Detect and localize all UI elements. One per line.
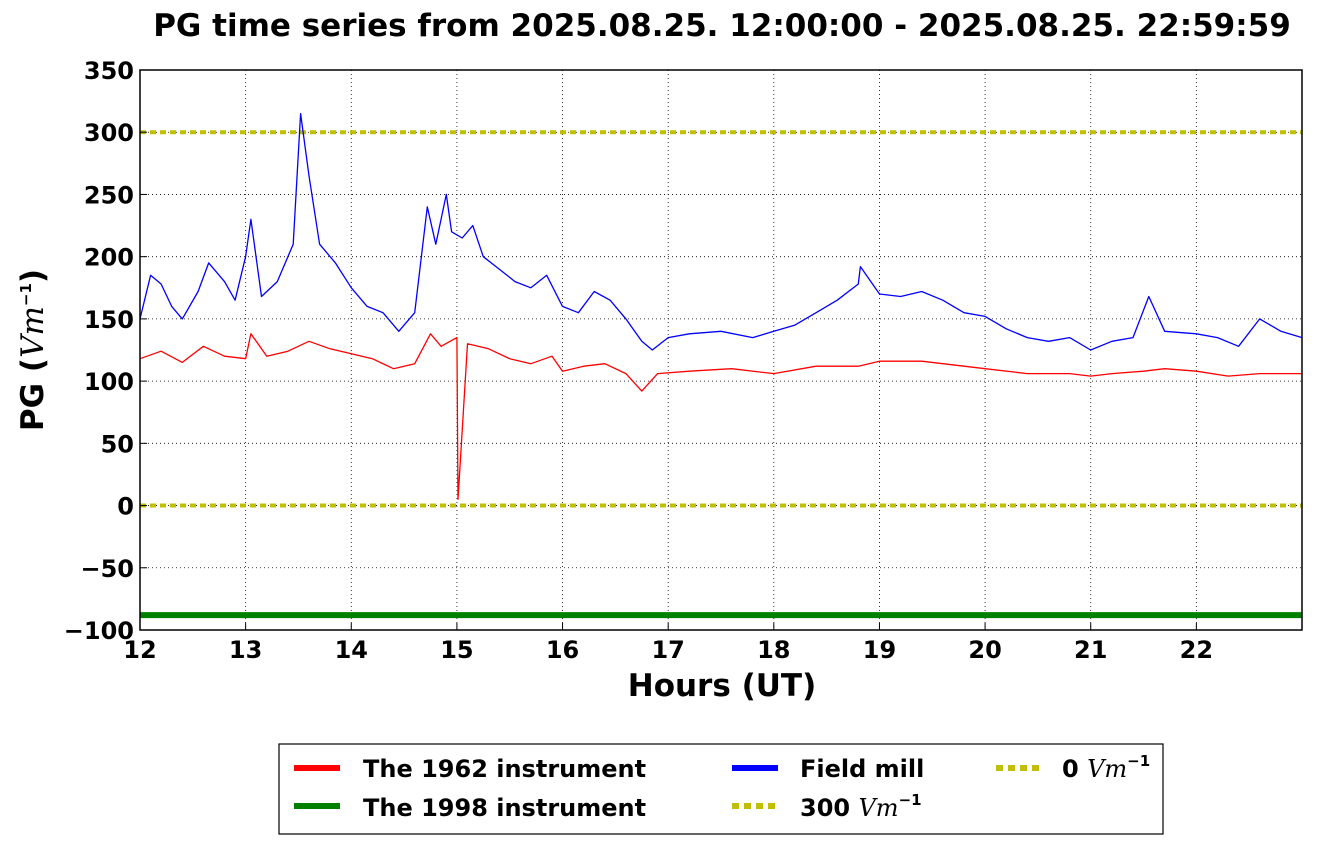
legend-label-field-mill: Field mill (800, 755, 924, 783)
x-tick-label: 13 (229, 636, 262, 664)
y-axis-label: PG (Vm−1) (15, 269, 51, 431)
y-tick-label: 0 (117, 493, 134, 521)
x-tick-label: 12 (123, 636, 156, 664)
legend-box (278, 743, 1164, 835)
chart-title: PG time series from 2025.08.25. 12:00:00… (153, 8, 1291, 44)
series-line-1 (139, 333, 1302, 500)
x-tick-label: 20 (968, 636, 1001, 664)
x-tick-label: 18 (757, 636, 790, 664)
series-lines (139, 112, 1303, 619)
legend-label-1998: The 1998 instrument (363, 794, 646, 822)
y-tick-label: 300 (84, 119, 134, 147)
x-tick-label: 19 (863, 636, 896, 664)
x-tick-label: 15 (440, 636, 473, 664)
y-tick-label: −100 (64, 617, 134, 645)
reference-lines (140, 130, 1302, 508)
x-tick-label: 21 (1074, 636, 1107, 664)
y-tick-label: 100 (84, 368, 134, 396)
x-axis-ticks: 12 13 14 15 16 17 18 19 20 21 22 (123, 623, 1213, 664)
y-tick-label: 150 (84, 306, 134, 334)
plot-frame (139, 69, 1303, 631)
legend: The 1962 instrument The 1998 instrument … (278, 743, 1164, 835)
y-axis-ticks: −100 −50 0 50 100 150 200 250 300 350 (64, 57, 147, 645)
grid (140, 70, 1302, 630)
y-tick-label: −50 (80, 555, 134, 583)
legend-label-300: 300 Vm−1 (800, 791, 922, 822)
y-tick-label: 350 (84, 57, 134, 85)
y-tick-label: 250 (84, 181, 134, 209)
legend-label-0: 0 Vm−1 (1062, 752, 1150, 783)
legend-label-1962: The 1962 instrument (363, 755, 646, 783)
series-line-3 (139, 112, 1303, 351)
y-tick-label: 50 (101, 430, 134, 458)
x-tick-label: 22 (1180, 636, 1213, 664)
x-tick-label: 16 (546, 636, 579, 664)
x-tick-label: 14 (335, 636, 368, 664)
x-axis-label: Hours (UT) (628, 668, 817, 704)
x-tick-label: 17 (651, 636, 684, 664)
y-tick-label: 200 (84, 244, 134, 272)
